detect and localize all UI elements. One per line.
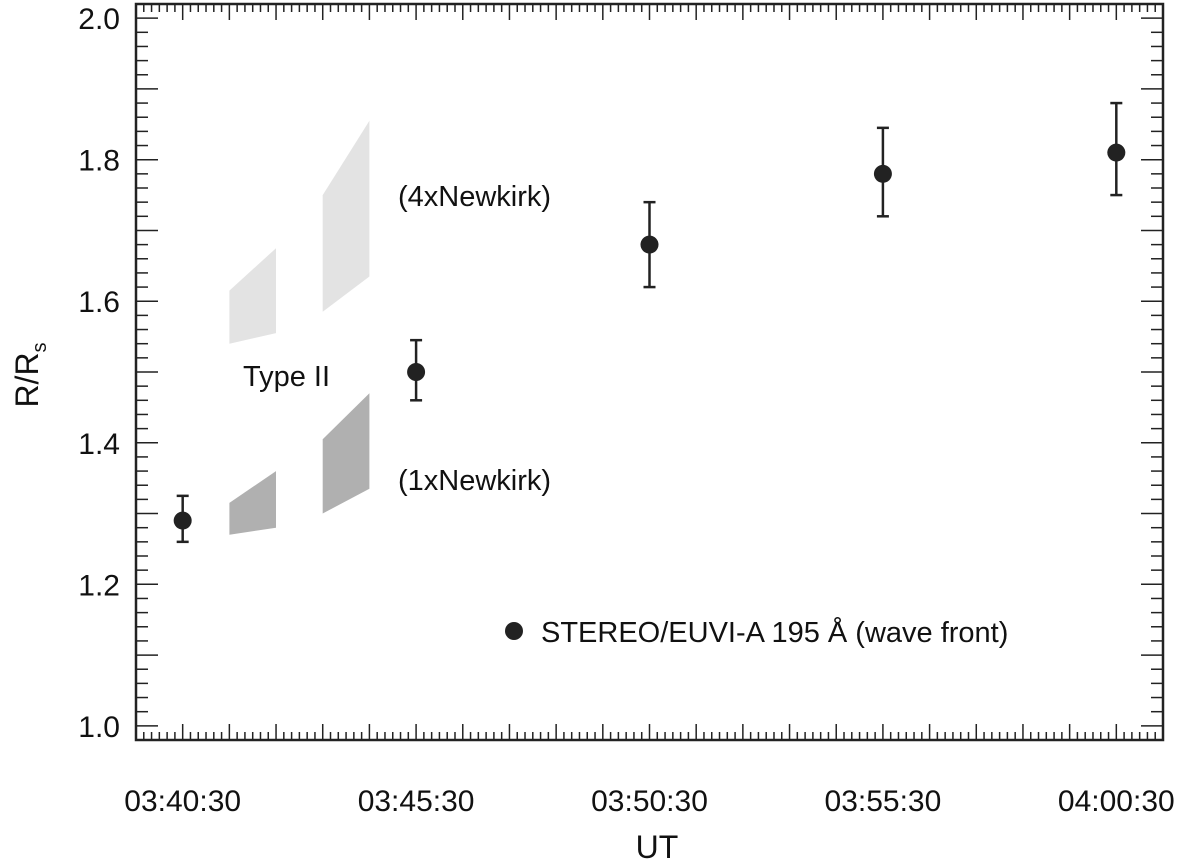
x-tick-label: 03:55:30 bbox=[825, 785, 942, 818]
legend: STEREO/EUVI-A 195 Å (wave front) bbox=[505, 616, 1008, 649]
band-1xnewkirk-2 bbox=[229, 471, 276, 535]
band-1xnewkirk-3 bbox=[322, 393, 370, 514]
band-4xnewkirk-0 bbox=[229, 248, 276, 344]
data-point bbox=[873, 164, 892, 183]
y-tick-label: 1.8 bbox=[78, 145, 120, 178]
x-tick-label: 03:40:30 bbox=[124, 785, 241, 818]
x-tick-label: 03:50:30 bbox=[591, 785, 708, 818]
y-tick-label: 1.0 bbox=[78, 711, 120, 744]
x-axis-title: UT bbox=[636, 829, 679, 865]
data-point bbox=[173, 511, 192, 530]
y-tick-label: 1.6 bbox=[78, 286, 120, 319]
data-point bbox=[640, 235, 659, 254]
y-axis-title: R/Rs bbox=[9, 342, 51, 407]
data-point bbox=[1107, 143, 1126, 162]
data-point bbox=[407, 363, 426, 381]
tick-labels: 03:40:30 03:45:30 03:50:30 03:55:30 04:00:30… bbox=[78, 3, 1174, 818]
annotation-1xnewkirk: (1xNewkirk) bbox=[398, 465, 551, 497]
x-tick-label: 03:45:30 bbox=[358, 785, 475, 818]
data-points bbox=[173, 101, 1126, 544]
legend-marker bbox=[505, 622, 523, 640]
y-axis-title-main: R/R bbox=[9, 352, 45, 407]
y-tick-label: 1.2 bbox=[78, 569, 120, 602]
axis-ticks bbox=[135, 3, 1164, 741]
legend-label: STEREO/EUVI-A 195 Å (wave front) bbox=[541, 616, 1008, 649]
type-ii-bands bbox=[229, 120, 370, 535]
annotation-4xnewkirk: (4xNewkirk) bbox=[398, 181, 551, 213]
y-tick-label: 2.0 bbox=[78, 3, 120, 36]
x-tick-label: 04:00:30 bbox=[1058, 785, 1175, 818]
annotation-type-ii: Type II bbox=[243, 361, 330, 393]
y-axis-title-subscript: s bbox=[29, 342, 51, 352]
band-4xnewkirk-1 bbox=[322, 120, 370, 312]
y-tick-label: 1.4 bbox=[78, 428, 120, 461]
